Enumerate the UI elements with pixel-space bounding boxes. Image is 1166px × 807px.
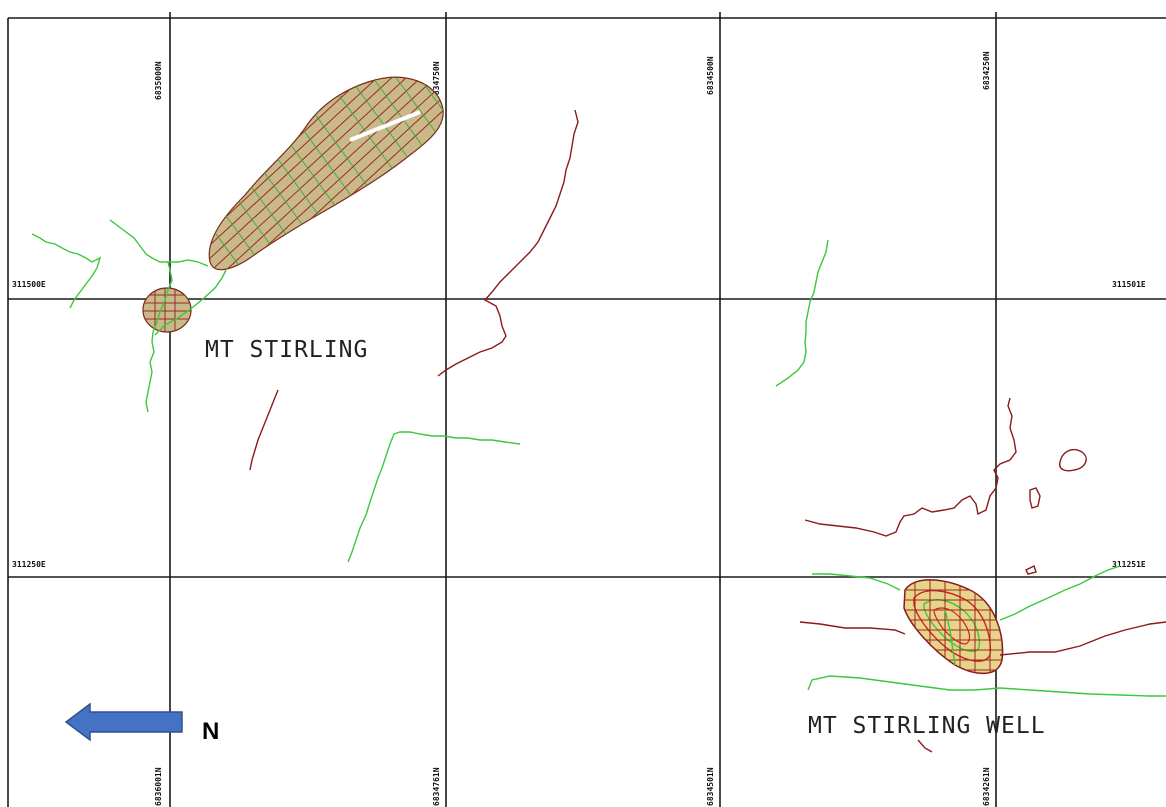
northing-label: 6834750N <box>432 61 441 100</box>
place-label-mt-stirling: MT STIRLING <box>205 337 368 363</box>
easting-labels: 311500E 311250E 311501E 311251E <box>12 280 1146 569</box>
northing-labels-bottom: 6836001N 6834761N 6834501N 6834261N <box>154 767 991 806</box>
north-label: N <box>202 718 219 745</box>
red-traces <box>249 109 1166 753</box>
northing-label: 6834501N <box>706 767 715 806</box>
place-label-mt-stirling-well: MT STIRLING WELL <box>808 713 1046 739</box>
easting-label-right: 311251E <box>1112 560 1146 569</box>
easting-label-right: 311501E <box>1112 280 1146 289</box>
northing-labels-top: 6835000N 6834750N 6834500N 6834250N <box>154 51 991 100</box>
northing-label: 6834761N <box>432 767 441 806</box>
northing-label: 6835000N <box>154 61 163 100</box>
northing-label: 6834261N <box>982 767 991 806</box>
easting-label-left: 311500E <box>12 280 46 289</box>
northing-label: 6836001N <box>154 767 163 806</box>
green-traces <box>31 219 1166 697</box>
map-grid <box>7 12 1166 807</box>
small-ore-body <box>142 287 192 333</box>
northing-label: 6834500N <box>706 56 715 95</box>
north-arrow: N <box>64 702 219 745</box>
easting-label-left: 311250E <box>12 560 46 569</box>
northing-label: 6834250N <box>982 51 991 90</box>
arrow-left-icon <box>64 702 183 742</box>
